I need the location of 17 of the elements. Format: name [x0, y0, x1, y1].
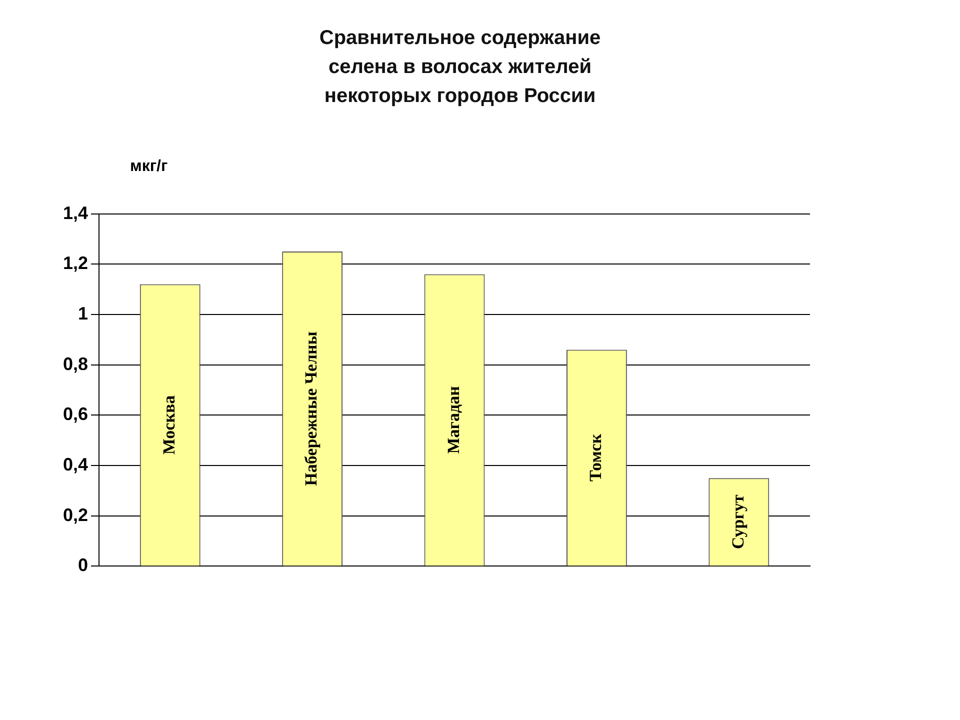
x-tick-label: Сургут: [728, 494, 748, 550]
x-tick-label: Томск: [586, 434, 606, 482]
x-tick-label: Магадан: [444, 386, 463, 454]
y-tick-label: 0,4: [62, 454, 88, 474]
text: селена в волосах жителей: [328, 56, 592, 78]
y-tick-label: 1,2: [62, 253, 88, 274]
x-tick-label: Москва: [160, 394, 179, 455]
text: Сравнительное содержание: [319, 27, 601, 49]
y-tick-label: 1: [78, 303, 88, 324]
y-tick-label: 1,4: [62, 202, 88, 223]
y-axis-title: мкг/г: [130, 158, 168, 176]
y-tick-label: 0: [78, 555, 88, 576]
text: некоторых городов России: [324, 85, 596, 107]
y-tick-label: 0,6: [62, 404, 88, 424]
y-tick-label: 0,8: [62, 354, 88, 374]
y-tick-label: 0,2: [62, 504, 88, 525]
x-tick-label: Набережные Челны: [302, 331, 321, 486]
